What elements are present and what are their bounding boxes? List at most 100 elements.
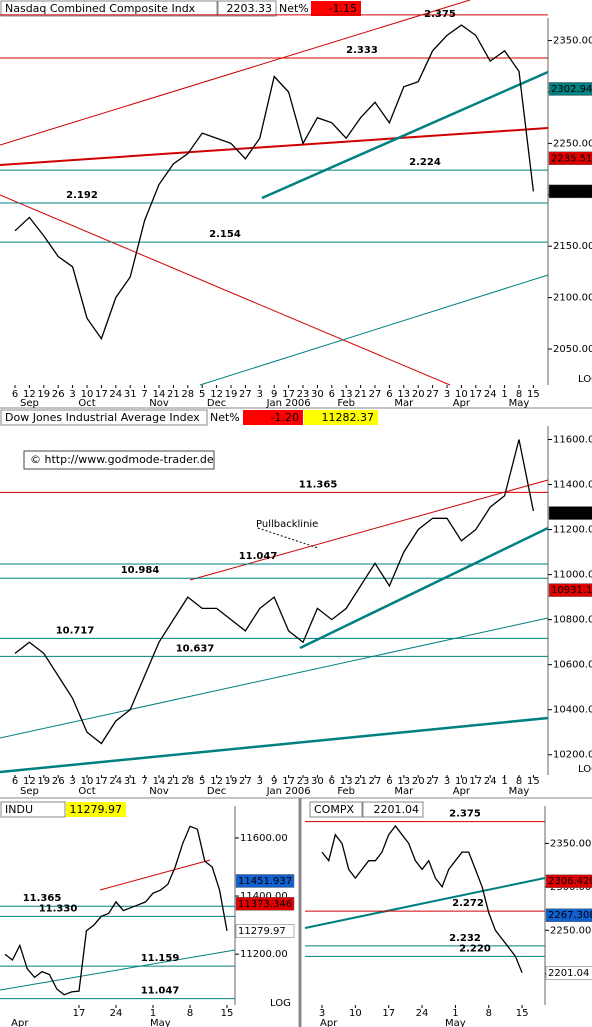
y-tick-label: 11000.00 xyxy=(553,570,592,581)
x-tick-label: 7 xyxy=(141,776,147,787)
month-label: Oct xyxy=(78,786,95,797)
price-tag xyxy=(545,966,592,980)
pointer-line xyxy=(257,527,319,549)
y-tick-label: 10800.00 xyxy=(553,615,592,626)
x-tick-label: 15 xyxy=(527,776,540,787)
x-tick-label: 1 xyxy=(150,1008,156,1019)
x-tick-label: 13 xyxy=(340,389,353,400)
x-tick-label: 6 xyxy=(329,776,335,787)
price-tag-label: 11279.97 xyxy=(238,926,286,937)
x-tick-label: 26 xyxy=(52,389,65,400)
x-tick-label: 12 xyxy=(23,776,36,787)
x-tick-label: 24 xyxy=(416,1008,429,1019)
x-tick-label: 8 xyxy=(187,1008,193,1019)
header-box xyxy=(362,801,424,818)
net-label: Net% xyxy=(210,411,240,424)
price-line xyxy=(4,825,228,996)
header-box xyxy=(217,0,277,17)
x-tick-label: 31 xyxy=(124,389,137,400)
x-tick-label: 6 xyxy=(329,389,335,400)
x-tick-label: 23 xyxy=(297,389,310,400)
panel-title: COMPX xyxy=(314,803,354,816)
y-tick-label: 2350.00 xyxy=(550,838,591,849)
trend-line xyxy=(0,0,471,146)
x-tick-label: 27 xyxy=(369,389,382,400)
x-tick-label: 1 xyxy=(501,776,507,787)
x-tick-label: 13 xyxy=(397,776,410,787)
month-label: Dec xyxy=(207,398,226,409)
header-box xyxy=(0,801,66,818)
net-label: Net% xyxy=(279,2,309,15)
month-label: Oct xyxy=(78,398,95,409)
price-tag xyxy=(235,897,295,911)
y-tick-label: 2250.00 xyxy=(550,925,591,936)
month-label: Nov xyxy=(149,786,169,797)
month-label: May xyxy=(509,786,530,797)
x-tick-label: 14 xyxy=(153,776,166,787)
price-line xyxy=(14,439,535,745)
x-tick-label: 17 xyxy=(73,1008,86,1019)
x-tick-label: 10 xyxy=(349,1008,362,1019)
x-tick-label: 19 xyxy=(37,776,50,787)
x-tick-label: 6 xyxy=(386,389,392,400)
month-label: May xyxy=(509,398,530,409)
level-label: 2.154 xyxy=(209,229,241,240)
x-tick-label: 3 xyxy=(257,776,263,787)
y-tick-label: 11200.00 xyxy=(240,949,288,960)
x-tick-label: 24 xyxy=(110,1008,123,1019)
month-label: Jan 2006 xyxy=(266,398,311,409)
x-tick-label: 23 xyxy=(297,776,310,787)
x-tick-label: 3 xyxy=(69,389,75,400)
price-line xyxy=(14,24,535,341)
price-tag-label: 2306.420 xyxy=(548,876,592,887)
month-label: May xyxy=(150,1018,171,1027)
last-value: 11279.97 xyxy=(70,803,123,816)
x-tick-label: 27 xyxy=(239,776,252,787)
y-tick-label: 10400.00 xyxy=(553,705,592,716)
trend-line xyxy=(199,274,549,386)
x-tick-label: 19 xyxy=(37,389,50,400)
x-tick-label: 12 xyxy=(210,776,223,787)
x-tick-label: 5 xyxy=(199,776,205,787)
y-tick-label: 10600.00 xyxy=(553,660,592,671)
price-tag-label: 11373.346 xyxy=(238,899,292,910)
header-box xyxy=(66,802,126,817)
x-tick-label: 26 xyxy=(52,776,65,787)
trend-line xyxy=(0,127,549,166)
x-tick-label: 3 xyxy=(444,776,450,787)
price-tag-label: 2201.04 xyxy=(548,968,589,979)
price-tag-label: 2235.515 xyxy=(551,153,592,164)
y-tick-label: 11200.00 xyxy=(553,525,592,536)
month-label: Nov xyxy=(149,398,169,409)
y-tick-label: 10200.00 xyxy=(553,750,592,761)
level-label: 10.984 xyxy=(121,565,160,576)
x-tick-label: 21 xyxy=(167,389,180,400)
net-value: -1.20 xyxy=(271,411,299,424)
trend-line xyxy=(261,70,549,200)
level-label: 2.224 xyxy=(409,157,441,168)
x-tick-label: 17 xyxy=(95,389,108,400)
trend-line xyxy=(299,526,549,650)
level-label: 2.220 xyxy=(459,943,491,954)
price-tag xyxy=(545,908,592,922)
scale-label: LOG xyxy=(270,998,291,1009)
x-tick-label: 27 xyxy=(426,389,439,400)
level-label: 2.375 xyxy=(424,9,456,20)
level-label: 2.333 xyxy=(346,45,378,56)
y-tick-label: 2050.00 xyxy=(553,344,592,355)
x-tick-label: 19 xyxy=(225,389,238,400)
x-tick-label: 21 xyxy=(167,776,180,787)
watermark-box xyxy=(23,450,215,470)
x-tick-label: 9 xyxy=(271,776,277,787)
x-tick-label: 7 xyxy=(141,389,147,400)
panel-title: Dow Jones Industrial Average Index xyxy=(5,411,200,424)
trend-line xyxy=(0,949,236,991)
level-label: 2.375 xyxy=(449,809,481,820)
x-tick-label: 12 xyxy=(23,389,36,400)
month-label: Feb xyxy=(337,786,355,797)
month-label: Jan 2006 xyxy=(266,786,311,797)
header-box xyxy=(309,801,363,818)
level-label: 11.159 xyxy=(141,953,180,964)
header-box xyxy=(0,0,218,17)
